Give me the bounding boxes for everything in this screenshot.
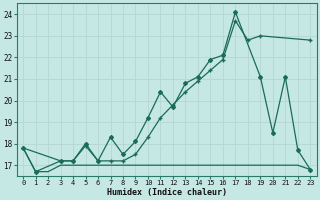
X-axis label: Humidex (Indice chaleur): Humidex (Indice chaleur): [107, 188, 227, 197]
